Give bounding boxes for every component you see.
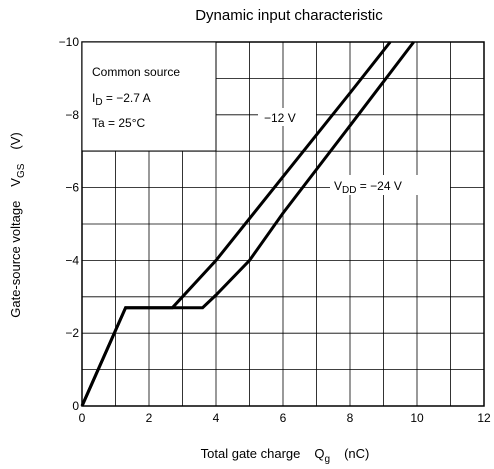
x-tick-label: 10 <box>410 411 424 425</box>
y-tick-label: −6 <box>65 181 79 195</box>
x-axis-ticks: 0 2 4 6 8 10 12 <box>79 411 491 425</box>
y-axis-ticks: 0 −2 −4 −6 −8 −10 <box>59 35 80 413</box>
x-tick-label: 0 <box>79 411 86 425</box>
x-tick-label: 2 <box>146 411 153 425</box>
series-1-label: −12 V <box>264 111 296 125</box>
x-tick-label: 6 <box>280 411 287 425</box>
series-2-label-bg <box>330 175 450 195</box>
grid <box>82 42 484 406</box>
condition-temperature: Ta = 25°C <box>92 116 145 130</box>
condition-drain-current: ID = −2.7 A <box>92 91 151 108</box>
x-tick-label: 8 <box>347 411 354 425</box>
y-tick-label: −2 <box>65 326 79 340</box>
condition-mode: Common source <box>92 65 180 79</box>
x-axis-label: Total gate charge Qg (nC) <box>201 446 370 465</box>
y-tick-label: 0 <box>72 399 79 413</box>
y-tick-label: −8 <box>65 108 79 122</box>
series-2-line <box>80 41 415 407</box>
curves <box>80 41 415 407</box>
x-tick-label: 4 <box>213 411 220 425</box>
conditions-box <box>81 41 217 152</box>
series-1-label-bg <box>258 108 316 126</box>
y-tick-label: −4 <box>65 253 79 267</box>
series-2-label: VDD = −24 V <box>334 179 402 196</box>
plot-frame <box>81 41 485 407</box>
chart-title: Dynamic input characteristic <box>195 7 383 24</box>
y-axis-label: Gate-source voltageVGS(V) <box>8 132 27 318</box>
y-tick-label: −10 <box>59 35 80 49</box>
x-tick-label: 12 <box>477 411 491 425</box>
